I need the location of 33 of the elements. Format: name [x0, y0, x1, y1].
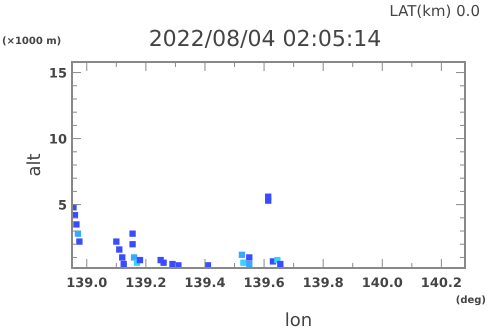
x-tick-label: 140.2 — [420, 276, 462, 291]
y-tick-label: 5 — [58, 198, 67, 214]
x-tick-label: 139.6 — [244, 276, 285, 291]
point — [240, 260, 247, 266]
point — [238, 252, 246, 258]
point — [129, 241, 136, 248]
point — [265, 197, 272, 204]
point — [136, 256, 144, 264]
chart-title: 2022/08/04 02:05:14 — [148, 27, 382, 52]
x-axis-title: lon — [284, 310, 312, 331]
x-tick-label: 140.0 — [362, 276, 403, 291]
text: LAT(km) 0.0 — [389, 2, 480, 20]
point — [160, 260, 167, 266]
x-tick-label: 139.8 — [302, 276, 344, 291]
x-tick-label: 139.0 — [66, 276, 108, 291]
point — [129, 230, 136, 237]
point — [116, 246, 122, 253]
point — [73, 221, 80, 228]
point — [277, 260, 284, 268]
text: (×1000 m) — [2, 36, 62, 47]
point — [74, 230, 82, 237]
y-tick-label: 15 — [48, 66, 67, 82]
point — [246, 254, 252, 261]
text: (deg) — [456, 295, 486, 306]
x-tick-label: 139.4 — [184, 276, 226, 291]
point — [113, 238, 120, 245]
point — [246, 260, 252, 268]
y-axis-title: alt — [24, 153, 45, 177]
x-tick-label: 139.2 — [125, 276, 166, 291]
point — [119, 254, 126, 261]
y-tick-label: 10 — [48, 132, 67, 148]
point — [120, 260, 127, 268]
point — [76, 238, 83, 245]
